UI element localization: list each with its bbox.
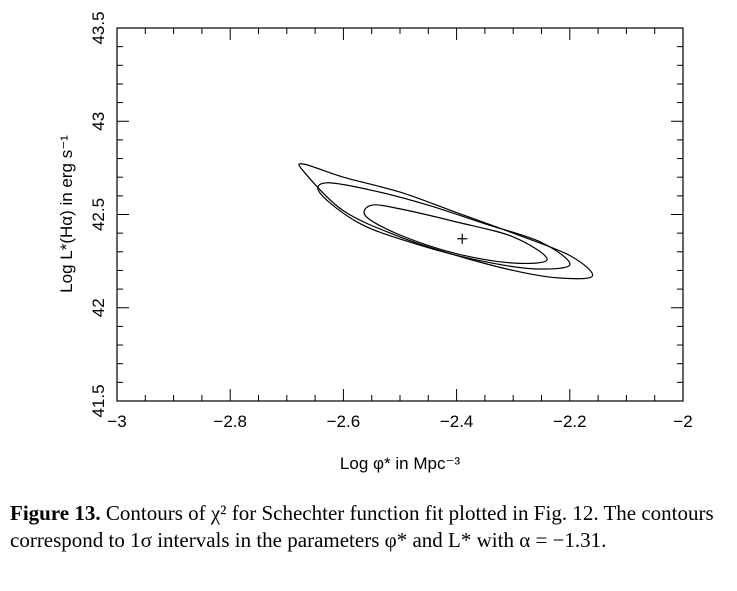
x-axis-title: Log φ* in Mpc⁻³ (340, 454, 460, 473)
y-tick-label: 43.5 (89, 11, 108, 44)
y-tick-label: 43 (89, 112, 108, 131)
contour-chart: −3 −2.8 −2.6 −2.4 −2.2 −2 41.5 42 42.5 43 43.5 Lo… (57, 11, 693, 473)
x-tick-label: −2 (673, 412, 692, 431)
x-tick-label: −3 (107, 412, 126, 431)
x-tick-label: −2.2 (553, 412, 587, 431)
x-tick-label: −2.8 (213, 412, 247, 431)
x-tick-label: −2.4 (440, 412, 474, 431)
x-tick-labels: −3 −2.8 −2.6 −2.4 −2.2 −2 (107, 412, 692, 431)
best-fit-marker (457, 233, 468, 244)
contour-middle (317, 182, 571, 270)
y-tick-label: 42 (89, 298, 108, 317)
y-tick-labels: 41.5 42 42.5 43 43.5 (89, 11, 108, 417)
caption-label: Figure 13. (10, 501, 101, 525)
y-tick-label: 42.5 (89, 198, 108, 231)
x-tick-label: −2.6 (327, 412, 361, 431)
contour-inner (363, 204, 548, 265)
contour-lines (298, 163, 594, 280)
contour-outer (298, 163, 594, 280)
figure-caption: Figure 13. Contours of χ² for Schechter … (10, 500, 730, 554)
y-axis-title: Log L*(Hα) in erg s⁻¹ (57, 135, 76, 293)
plot-frame (116, 27, 684, 402)
caption-text: Contours of χ² for Schechter function fi… (10, 501, 714, 552)
axis-ticks (116, 27, 684, 402)
y-tick-label: 41.5 (89, 384, 108, 417)
